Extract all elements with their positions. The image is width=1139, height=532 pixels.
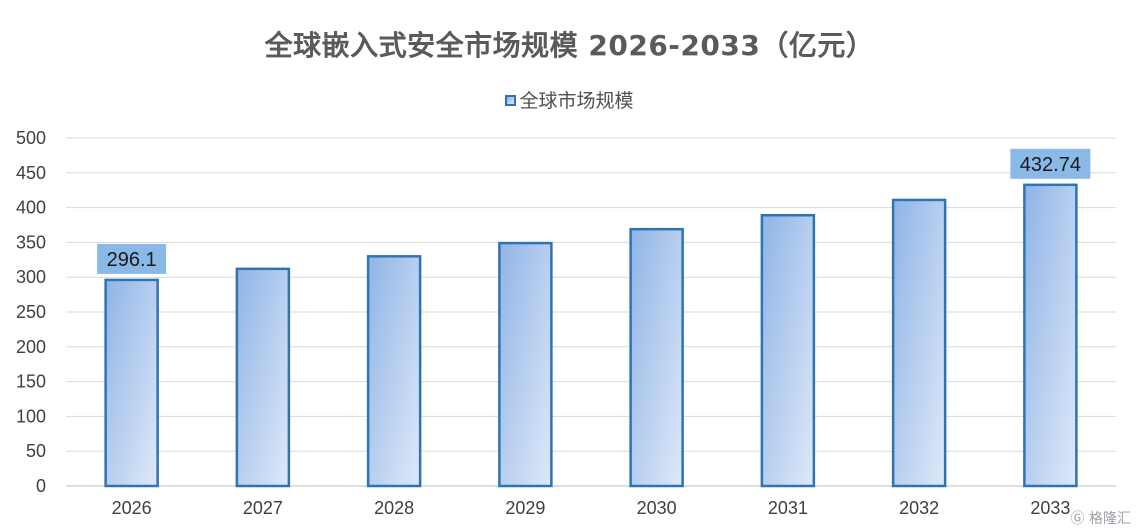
gelonghui-logo-icon: Ⓖ: [1070, 511, 1085, 527]
y-tick-label: 300: [16, 267, 46, 287]
x-tick-label: 2026: [112, 498, 152, 518]
x-tick-label: 2031: [768, 498, 808, 518]
watermark: Ⓖ 格隆汇: [1071, 508, 1131, 528]
bar: [498, 241, 553, 488]
bar: [366, 255, 422, 488]
y-tick-label: 100: [16, 406, 46, 426]
bar: [891, 198, 947, 488]
y-tick-label: 0: [36, 476, 46, 496]
y-tick-label: 250: [16, 302, 46, 322]
x-tick-label: 2033: [1030, 498, 1070, 518]
bar: [235, 267, 291, 488]
grid-layer: 0 50 100 150 200 250 300 350 400 450 500: [16, 128, 1116, 496]
data-label-box: [1010, 148, 1091, 179]
data-label: 296.1: [107, 249, 157, 271]
data-label-box: [97, 243, 167, 274]
label-layer: 2026 2027 2028 2029 2030 2031 2032 2033 296.1 432…: [97, 148, 1091, 518]
bar: [629, 227, 684, 488]
legend-swatch: [505, 95, 517, 106]
x-tick-label: 2027: [243, 498, 283, 518]
x-tick-label: 2032: [899, 498, 939, 518]
x-tick-label: 2028: [374, 498, 414, 518]
y-tick-label: 350: [16, 232, 46, 252]
chart-title: 全球嵌入式安全市场规模 2026-2033（亿元）: [264, 29, 875, 62]
watermark-text: 格隆汇: [1089, 511, 1131, 527]
x-tick-label: 2030: [637, 498, 677, 518]
bar-layer: [104, 183, 1078, 488]
bar: [760, 214, 816, 488]
y-tick-label: 500: [16, 128, 46, 148]
y-tick-label: 50: [26, 441, 46, 461]
data-label: 432.74: [1020, 154, 1081, 176]
legend: 全球市场规模: [0, 86, 1139, 113]
y-tick-label: 400: [16, 198, 46, 218]
bar: [1023, 183, 1078, 488]
y-tick-label: 200: [16, 337, 46, 357]
bar: [104, 278, 159, 488]
x-tick-label: 2029: [505, 498, 545, 518]
y-tick-label: 450: [16, 163, 46, 183]
y-tick-label: 150: [16, 372, 46, 392]
legend-label: 全球市场规模: [519, 90, 634, 112]
